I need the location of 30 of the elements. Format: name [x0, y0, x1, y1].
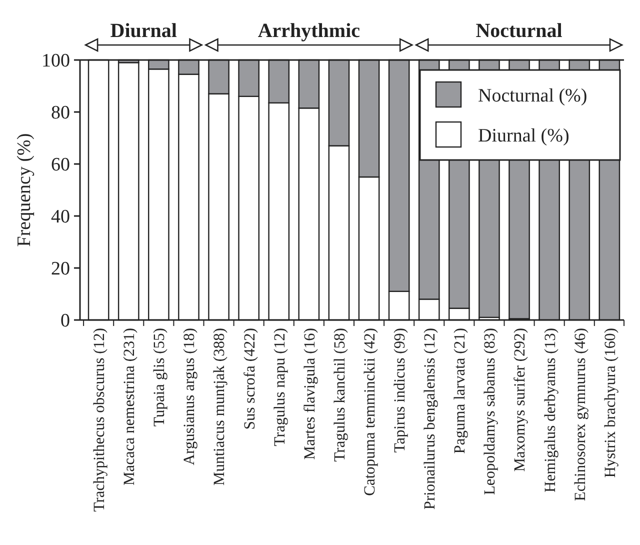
x-tick-label: Catopuma temminckii (42)	[361, 328, 378, 496]
text: Diurnal	[110, 20, 178, 42]
y-tick-label: 20	[51, 258, 70, 280]
x-tick-label: Martes flavigula (16)	[301, 328, 318, 460]
text: Nocturnal	[476, 20, 563, 42]
y-axis-title: Frequency (%)	[14, 133, 35, 247]
x-tick-label: Paguma larvata (21)	[452, 328, 469, 454]
x-tick-label: Trachypithecus obscurus (12)	[91, 328, 108, 512]
x-tick-label: Echinosorex gymnurus (46)	[572, 328, 589, 502]
y-tick-label: 60	[51, 154, 70, 176]
x-tick-label: Tragulus napu (12)	[271, 328, 288, 446]
y-tick-label: 40	[51, 206, 70, 228]
x-tick-label: Prionailurus bengalensis (12)	[422, 328, 439, 510]
x-tick-label: Muntiacus muntjak (388)	[211, 328, 228, 486]
x-tick-label: Maxomys surifer (292)	[512, 328, 529, 472]
x-tick-label: Leopoldamys sabanus (83)	[482, 328, 499, 496]
x-tick-label: Sus scrofa (422)	[241, 328, 258, 430]
y-tick-label: 80	[51, 102, 70, 124]
legend-label: Diurnal (%)	[478, 126, 570, 147]
x-tick-label: Tragulus kanchil (58)	[331, 328, 348, 462]
x-tick-label: Argusianus argus (18)	[181, 328, 198, 466]
y-tick-label: 100	[42, 50, 70, 72]
x-tick-label: Hemigalus derbyanus (13)	[542, 328, 559, 492]
x-tick-label: Hystrix brachyura (160)	[602, 328, 619, 478]
text: Arrhythmic	[258, 20, 360, 42]
x-tick-label: Tapirus indicus (99)	[392, 328, 408, 453]
x-tick-label: Tupaia glis (55)	[151, 328, 168, 426]
y-tick-label: 0	[60, 310, 70, 332]
x-tick-label: Macaca nemestrina (231)	[121, 328, 138, 486]
legend-label: Nocturnal (%)	[478, 86, 588, 107]
